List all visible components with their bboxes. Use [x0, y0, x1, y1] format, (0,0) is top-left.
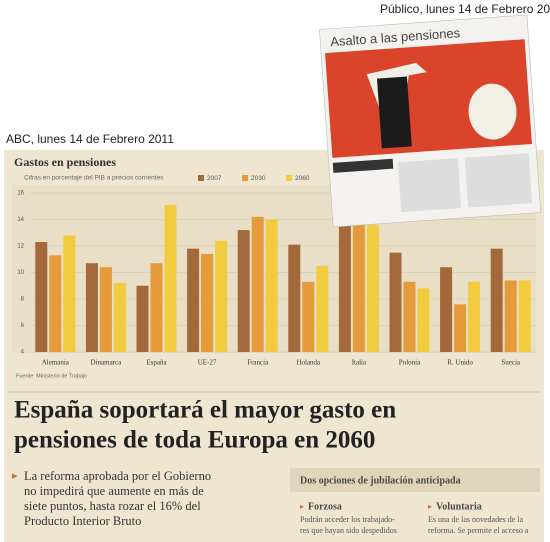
bar [518, 280, 531, 352]
bar [288, 244, 301, 352]
sidebar-item-text: res que hayan sido despedidos [300, 526, 397, 535]
bar [35, 242, 48, 352]
publico-text-block [464, 153, 533, 208]
x-tick-label: UE-27 [198, 359, 217, 367]
sidebar-item-text: reforma. Se permite el acceso a [428, 526, 529, 535]
legend-swatch [198, 175, 204, 181]
lead-line: La reforma aprobada por el Gobierno [24, 469, 211, 483]
bar [113, 283, 126, 352]
sidebar-item-text: Es una de las novedades de la [428, 515, 524, 524]
bar [164, 204, 177, 352]
bar [338, 212, 351, 352]
publico-label [332, 158, 394, 173]
publico-text-block [397, 158, 462, 213]
x-tick-label: Holanda [296, 359, 321, 367]
legend-label: 2030 [251, 175, 266, 182]
bullet: ▸ [12, 470, 18, 482]
bar [316, 265, 329, 352]
bar [302, 281, 315, 352]
headline-line: España soportará el mayor gasto en [14, 397, 396, 424]
lead-line: no impedirá que aumente en más de [24, 484, 204, 498]
bar [201, 253, 214, 352]
y-tick-label: 6 [21, 323, 25, 329]
publico-clipping: Asalto a las pensiones [319, 14, 542, 228]
x-tick-label: Suecia [501, 359, 521, 367]
y-tick-label: 16 [17, 191, 24, 197]
bar [504, 280, 517, 352]
publico-caption: Público, lunes 14 de Febrero 2011 [380, 2, 550, 16]
illustration-figure [376, 76, 412, 149]
bar [85, 263, 98, 352]
x-tick-label: Alemania [42, 359, 70, 367]
x-tick-label: R. Unido [447, 359, 473, 367]
legend-label: 2060 [295, 175, 310, 182]
x-tick-label: Dinamarca [91, 359, 123, 367]
bar [150, 263, 163, 352]
bar [215, 240, 228, 352]
bar [389, 252, 402, 352]
bar [49, 255, 62, 352]
bar [454, 304, 467, 352]
legend-swatch [242, 175, 248, 181]
abc-caption: ABC, lunes 14 de Febrero 2011 [6, 132, 174, 146]
bar [251, 216, 264, 352]
sidebar-bullet: ▸ [300, 502, 304, 511]
bar [490, 248, 503, 352]
bar [136, 285, 149, 352]
x-tick-label: Italia [352, 359, 367, 367]
chart-title: Gastos en pensiones [14, 155, 116, 169]
bar [63, 235, 76, 352]
y-tick-label: 12 [17, 244, 24, 250]
bar [440, 267, 453, 352]
chart-source: Fuente: Ministerio de Trabajo [16, 373, 87, 379]
lead-line: siete puntos, hasta rozar el 16% del [24, 499, 201, 513]
bar [468, 281, 481, 352]
y-tick-label: 8 [21, 297, 25, 303]
sidebar-item-title: Forzosa [308, 501, 342, 512]
sidebar-bullet: ▸ [428, 502, 432, 511]
sidebar-item-text: Podrán acceder los trabajado- [300, 515, 395, 524]
illustration-bag [468, 83, 517, 140]
bar [187, 248, 200, 352]
chart-subtitle: Cifras en porcentaje del PIB a precios c… [24, 175, 164, 182]
legend-swatch [286, 175, 292, 181]
lead-line: Producto Interior Bruto [24, 514, 141, 528]
y-tick-label: 10 [17, 270, 24, 276]
y-tick-label: 14 [17, 217, 24, 223]
headline-line: pensiones de toda Europa en 2060 [14, 427, 375, 454]
bar [99, 267, 112, 352]
sidebar-title: Dos opciones de jubilación anticipada [300, 475, 461, 486]
y-tick-label: 4 [21, 350, 25, 356]
bar [265, 219, 278, 352]
bar [417, 288, 430, 352]
legend-label: 2007 [207, 175, 222, 182]
x-tick-label: España [146, 359, 167, 367]
sidebar-box [290, 468, 540, 492]
bar [237, 230, 250, 352]
x-tick-label: Francia [247, 359, 269, 367]
x-tick-label: Polonia [399, 359, 421, 367]
bar [366, 224, 379, 352]
bar [403, 281, 416, 352]
sidebar-item-title: Voluntaria [436, 501, 482, 512]
bar [352, 212, 365, 352]
